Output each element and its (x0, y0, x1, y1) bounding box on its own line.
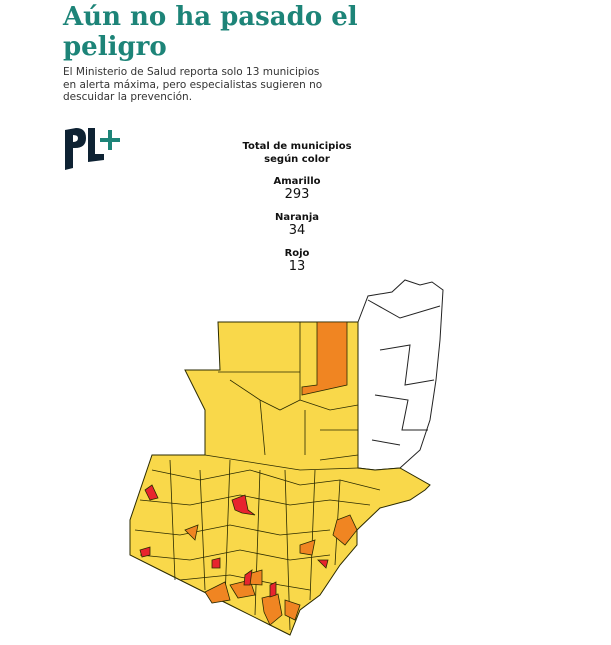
legend-label-rojo: Rojo (284, 248, 310, 259)
orange-municipios (184, 321, 358, 626)
legend-label-amarillo: Amarillo (273, 176, 321, 187)
legend: Total de municipios según color Amarillo… (230, 140, 364, 274)
legend-value-rojo: 13 (288, 259, 306, 274)
page-title: Aún no ha pasado el peligro (63, 2, 358, 62)
legend-value-amarillo: 293 (284, 187, 310, 202)
pl-plus-logo (62, 124, 122, 176)
subtitle: El Ministerio de Salud reporta solo 13 m… (63, 66, 323, 103)
red-municipios (139, 484, 329, 598)
legend-title: Total de municipios según color (242, 141, 352, 165)
belize-outline (357, 279, 444, 471)
municipio-borders (134, 322, 381, 631)
legend-value-naranja: 34 (288, 223, 306, 238)
legend-label-naranja: Naranja (274, 212, 320, 223)
